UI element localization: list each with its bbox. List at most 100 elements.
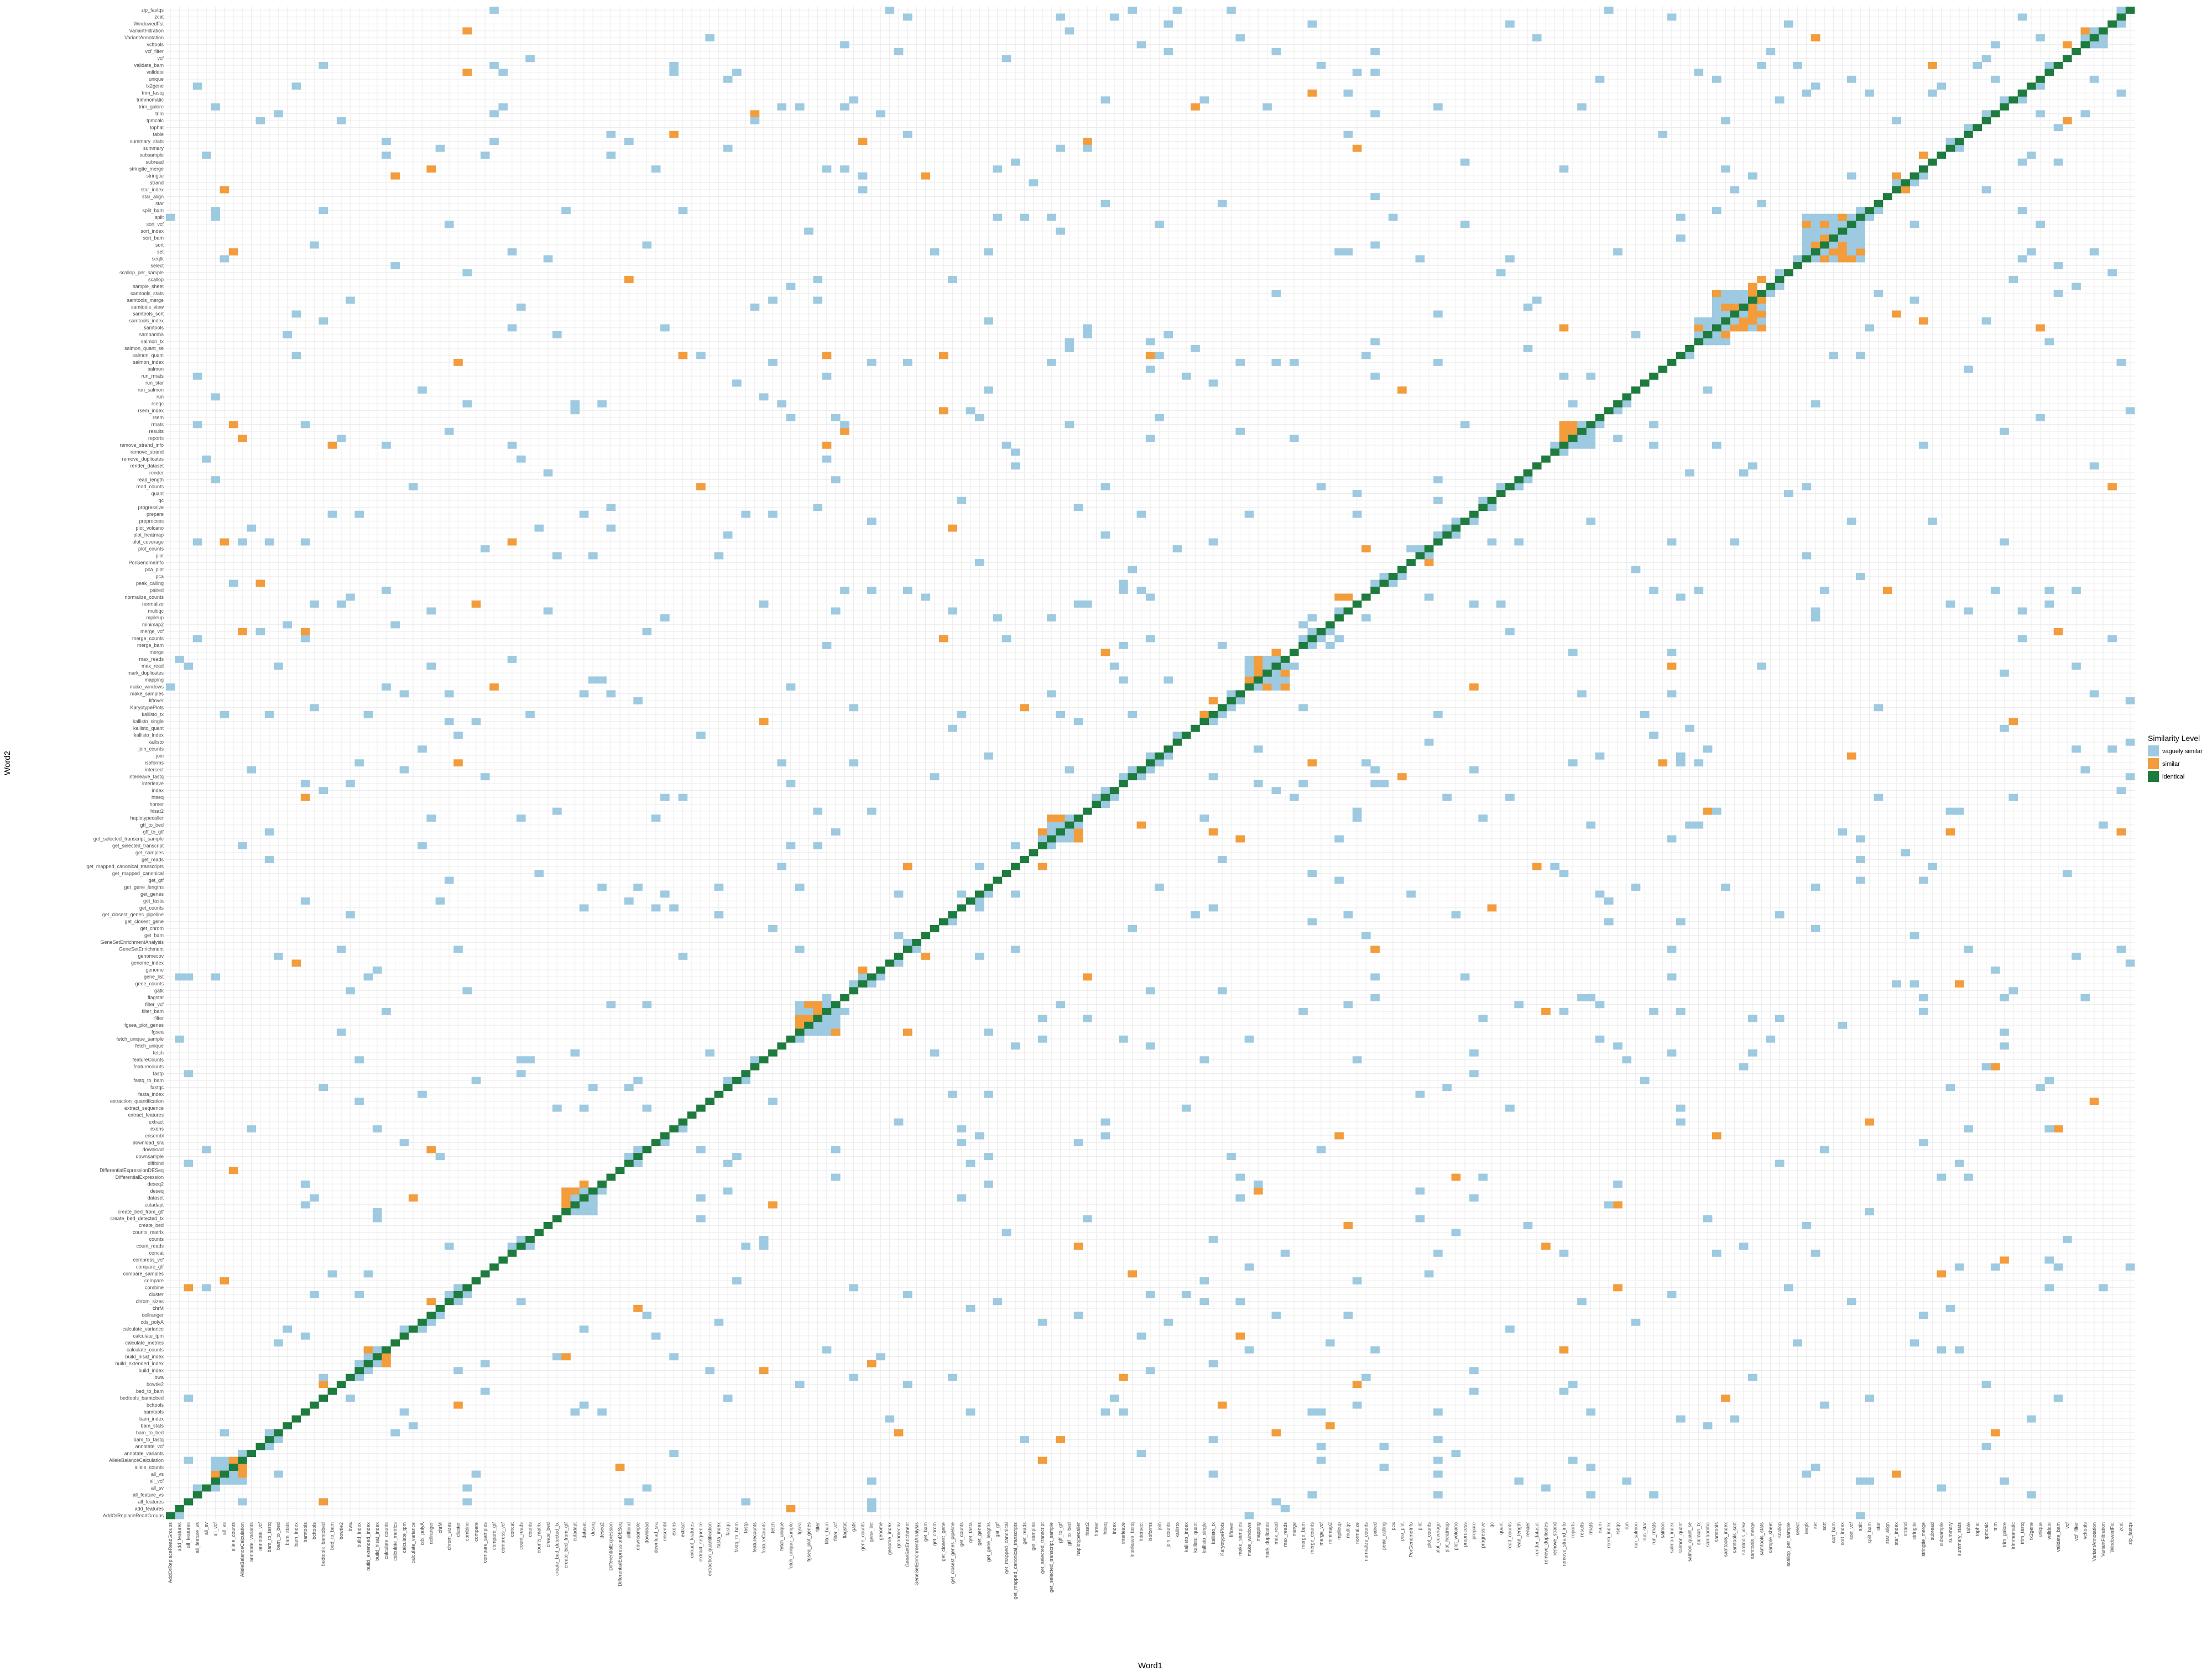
- heatmap-cell-vaguely-similar: [1164, 20, 1173, 28]
- heatmap-cell-vaguely-similar: [1918, 876, 1928, 884]
- heatmap-cell-similar: [453, 759, 463, 767]
- heatmap-cell-vaguely-similar: [750, 117, 760, 124]
- heatmap-cell-vaguely-similar: [741, 510, 751, 518]
- heatmap-cell-similar: [1667, 662, 1677, 670]
- heatmap-cell-vaguely-similar: [327, 510, 337, 518]
- heatmap-cell-vaguely-similar: [2080, 994, 2090, 1001]
- heatmap-cell-vaguely-similar: [184, 662, 194, 670]
- heatmap-cell-vaguely-similar: [975, 952, 984, 960]
- heatmap-cell-similar: [1037, 1456, 1047, 1464]
- y-tick-label: download_sra: [133, 1140, 164, 1145]
- heatmap-cell-similar: [1343, 593, 1353, 601]
- heatmap-cell-identical: [1217, 704, 1227, 712]
- heatmap-cell-vaguely-similar: [1298, 704, 1308, 712]
- heatmap-cell-vaguely-similar: [1155, 221, 1164, 228]
- heatmap-cell-vaguely-similar: [1334, 835, 1344, 843]
- heatmap-cell-vaguely-similar: [184, 973, 194, 981]
- x-tick-label: multiqc: [1345, 1522, 1351, 1538]
- heatmap-cell-vaguely-similar: [867, 1477, 877, 1485]
- y-tick-label: samtools_index: [129, 318, 164, 323]
- heatmap-cell-vaguely-similar: [894, 890, 904, 898]
- y-tick-label: cellranger: [142, 1313, 164, 1318]
- heatmap-cell-identical: [1307, 635, 1317, 643]
- heatmap-cell-vaguely-similar: [1155, 352, 1164, 359]
- heatmap-cell-vaguely-similar: [1361, 614, 1371, 622]
- heatmap-cell-similar: [696, 483, 706, 490]
- heatmap-cell-vaguely-similar: [1056, 835, 1065, 843]
- y-tick-label: calculate_variance: [122, 1327, 164, 1332]
- heatmap-cell-vaguely-similar: [1829, 221, 1838, 228]
- heatmap-cell-vaguely-similar: [319, 1084, 328, 1092]
- heatmap-cell-identical: [741, 1070, 751, 1078]
- heatmap-cell-vaguely-similar: [1730, 290, 1740, 297]
- heatmap-cell-vaguely-similar: [1676, 918, 1686, 926]
- x-tick-label: allele_counts: [231, 1522, 236, 1552]
- heatmap-cell-vaguely-similar: [813, 296, 823, 304]
- heatmap-cell-vaguely-similar: [238, 1450, 247, 1458]
- heatmap-cell-vaguely-similar: [822, 165, 832, 173]
- heatmap-cell-vaguely-similar: [327, 1270, 337, 1278]
- heatmap-cell-vaguely-similar: [1100, 1132, 1110, 1140]
- heatmap-cell-vaguely-similar: [984, 317, 993, 325]
- heatmap-cell-vaguely-similar: [2053, 124, 2063, 132]
- y-tick-label: cutadapt: [144, 1202, 164, 1208]
- x-tick-label: GeneSetEnrichment: [905, 1522, 910, 1568]
- heatmap-cell-vaguely-similar: [1235, 1173, 1245, 1181]
- heatmap-cell-vaguely-similar: [984, 1090, 993, 1098]
- heatmap-cell-identical: [1712, 324, 1721, 332]
- heatmap-cell-vaguely-similar: [1092, 793, 1101, 801]
- heatmap-cell-vaguely-similar: [1775, 96, 1785, 104]
- heatmap-cell-vaguely-similar: [1073, 821, 1083, 829]
- heatmap-cell-similar: [1253, 1187, 1263, 1195]
- heatmap-cell-identical: [902, 946, 912, 953]
- heatmap-cell-vaguely-similar: [957, 1139, 967, 1147]
- heatmap-cell-vaguely-similar: [1316, 1408, 1326, 1416]
- x-tick-label: samtools: [1714, 1522, 1719, 1543]
- heatmap-cell-identical: [858, 980, 868, 988]
- heatmap-cell-vaguely-similar: [1047, 358, 1056, 366]
- heatmap-cell-vaguely-similar: [624, 1153, 634, 1160]
- heatmap-cell-similar: [1271, 1429, 1281, 1437]
- heatmap-cell-similar: [291, 959, 301, 967]
- x-tick-label: salmon_quant_se: [1687, 1522, 1692, 1562]
- y-tick-label: star_align: [142, 194, 164, 199]
- heatmap-cell-identical: [1577, 427, 1587, 435]
- y-tick-label: extract: [149, 1119, 164, 1125]
- y-tick-label: samtools_view: [131, 304, 164, 310]
- heatmap-cell-vaguely-similar: [175, 1035, 184, 1043]
- heatmap-cell-vaguely-similar: [418, 745, 427, 753]
- heatmap-cell-vaguely-similar: [1227, 704, 1236, 712]
- heatmap-cell-vaguely-similar: [291, 82, 301, 90]
- heatmap-cell-vaguely-similar: [1164, 1318, 1173, 1326]
- heatmap-cell-identical: [804, 1021, 813, 1029]
- x-tick-label: validate: [2047, 1522, 2052, 1539]
- x-tick-label: sample_sheet: [1768, 1522, 1773, 1554]
- x-tick-label: compress_vcf: [500, 1522, 506, 1553]
- heatmap-cell-vaguely-similar: [1128, 925, 1138, 932]
- heatmap-cell-vaguely-similar: [1280, 1505, 1290, 1512]
- x-tick-label: plot: [1417, 1522, 1423, 1531]
- heatmap-cell-vaguely-similar: [624, 1498, 634, 1506]
- heatmap-cell-similar: [938, 407, 948, 415]
- heatmap-cell-vaguely-similar: [984, 752, 993, 760]
- heatmap-cell-vaguely-similar: [1954, 1346, 1964, 1354]
- heatmap-cell-vaguely-similar: [759, 1242, 769, 1250]
- y-tick-label: samtools_merge: [127, 297, 164, 303]
- heatmap-cell-vaguely-similar: [1973, 61, 1983, 69]
- heatmap-cell-identical: [1937, 152, 1947, 159]
- heatmap-cell-vaguely-similar: [1145, 338, 1155, 346]
- x-tick-label: kallisto_single: [1202, 1522, 1207, 1553]
- heatmap-cell-vaguely-similar: [399, 766, 409, 774]
- heatmap-cell-similar: [1191, 103, 1200, 111]
- heatmap-cell-vaguely-similar: [1460, 973, 1470, 981]
- x-tick-label: get_mapped_canonical: [1004, 1522, 1009, 1574]
- y-tick-label: remove_strand_info: [119, 442, 164, 448]
- x-tick-label: build_hisat_index: [374, 1522, 380, 1561]
- heatmap-cell-vaguely-similar: [1846, 1298, 1856, 1306]
- heatmap-cell-vaguely-similar: [1442, 1084, 1452, 1092]
- heatmap-cell-vaguely-similar: [1155, 414, 1164, 421]
- heatmap-cell-vaguely-similar: [1846, 75, 1856, 83]
- y-tick-label: remove_strand: [131, 450, 164, 455]
- heatmap-cell-vaguely-similar: [813, 807, 823, 815]
- x-tick-label: fastp: [743, 1522, 748, 1533]
